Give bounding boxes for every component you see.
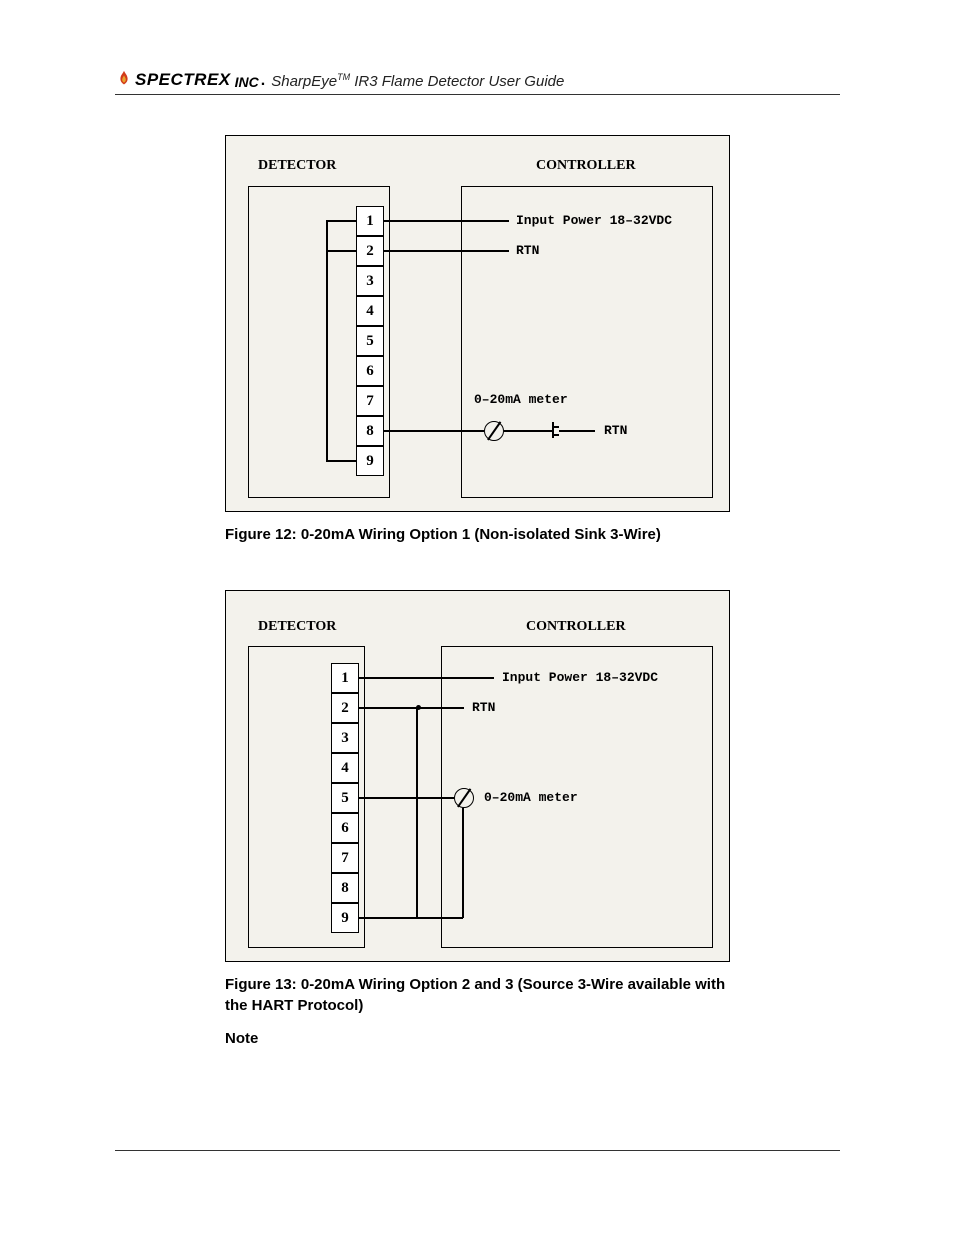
terminal-2: 2 — [331, 693, 359, 723]
meter-label: 0–20mA meter — [484, 790, 578, 805]
wire — [359, 707, 464, 709]
brand-name: SPECTREX — [135, 70, 231, 90]
controller-box — [461, 186, 713, 498]
wire — [326, 250, 356, 252]
brand-inc: INC — [235, 74, 259, 90]
wire — [384, 220, 509, 222]
rtn-label-1: RTN — [516, 243, 539, 258]
wire — [559, 430, 595, 432]
controller-label: CONTROLLER — [536, 158, 636, 174]
power-label: Input Power 18–32VDC — [502, 670, 658, 685]
terminal-6: 6 — [331, 813, 359, 843]
terminal-8: 8 — [356, 416, 384, 446]
document-title: SharpEyeTM IR3 Flame Detector User Guide — [271, 72, 564, 90]
terminal-3: 3 — [356, 266, 384, 296]
terminal-1: 1 — [331, 663, 359, 693]
terminal-6: 6 — [356, 356, 384, 386]
flame-icon — [115, 70, 133, 88]
wire — [462, 808, 464, 918]
terminal-2: 2 — [356, 236, 384, 266]
terminal-7: 7 — [331, 843, 359, 873]
rtn-label-2: RTN — [604, 423, 627, 438]
wire — [416, 707, 418, 918]
terminal-9: 9 — [356, 446, 384, 476]
terminal-7: 7 — [356, 386, 384, 416]
title-prefix: SharpEye — [271, 73, 337, 90]
note-heading: Note — [225, 1030, 840, 1047]
wire — [359, 677, 494, 679]
diode-bar — [552, 422, 554, 438]
terminal-9: 9 — [331, 903, 359, 933]
controller-label: CONTROLLER — [526, 619, 626, 635]
terminal-3: 3 — [331, 723, 359, 753]
figure-12: DETECTOR CONTROLLER 1 2 3 4 5 6 7 8 9 In… — [225, 135, 730, 545]
rtn-label: RTN — [472, 700, 495, 715]
terminal-5: 5 — [331, 783, 359, 813]
title-rest: IR3 Flame Detector User Guide — [350, 73, 564, 90]
wire — [326, 220, 328, 461]
power-label: Input Power 18–32VDC — [516, 213, 672, 228]
wire — [326, 220, 356, 222]
wire — [384, 430, 484, 432]
brand-dot: . — [261, 72, 265, 90]
wire — [384, 250, 509, 252]
brand-logo: SPECTREX INC . — [115, 70, 265, 90]
terminal-4: 4 — [331, 753, 359, 783]
wire — [504, 430, 552, 432]
figure-12-diagram: DETECTOR CONTROLLER 1 2 3 4 5 6 7 8 9 In… — [225, 135, 730, 512]
diode-tick — [553, 426, 559, 428]
page-header: SPECTREX INC . SharpEyeTM IR3 Flame Dete… — [115, 70, 840, 95]
figure-13: DETECTOR CONTROLLER 1 2 3 4 5 6 7 8 9 In… — [225, 590, 730, 1016]
terminal-8: 8 — [331, 873, 359, 903]
wire — [359, 917, 418, 919]
tm-mark: TM — [337, 72, 350, 82]
figure-12-caption: Figure 12: 0-20mA Wiring Option 1 (Non-i… — [225, 524, 730, 545]
terminal-1: 1 — [356, 206, 384, 236]
detector-label: DETECTOR — [258, 158, 336, 174]
footer-rule — [115, 1150, 840, 1151]
figure-13-diagram: DETECTOR CONTROLLER 1 2 3 4 5 6 7 8 9 In… — [225, 590, 730, 962]
wire — [326, 460, 356, 462]
figure-13-caption: Figure 13: 0-20mA Wiring Option 2 and 3 … — [225, 974, 730, 1016]
meter-label: 0–20mA meter — [474, 392, 568, 407]
diode-tick — [553, 434, 559, 436]
terminal-5: 5 — [356, 326, 384, 356]
wire — [416, 917, 463, 919]
wire — [359, 797, 454, 799]
terminal-4: 4 — [356, 296, 384, 326]
detector-label: DETECTOR — [258, 619, 336, 635]
